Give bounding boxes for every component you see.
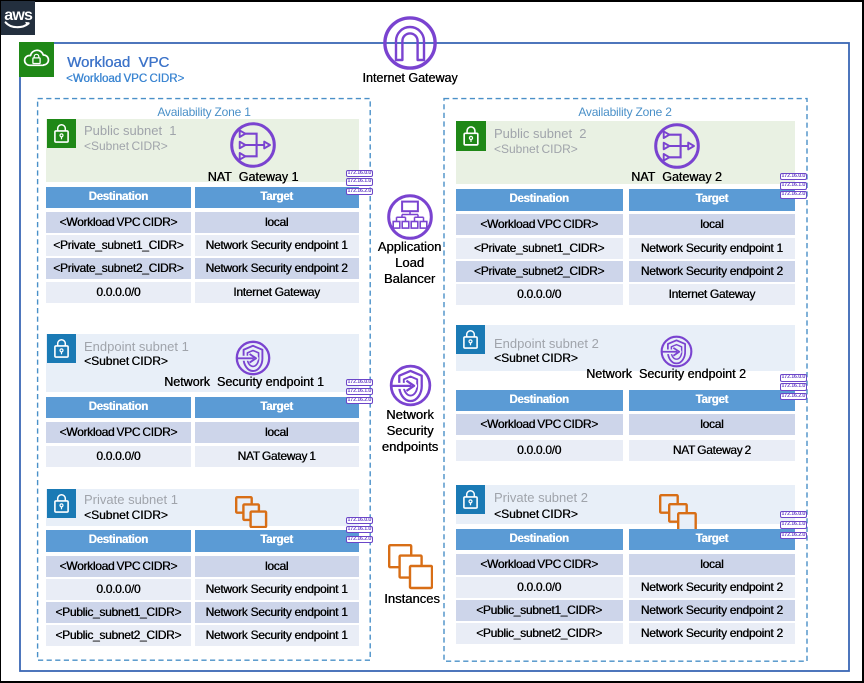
svg-text:aws: aws (4, 7, 33, 24)
